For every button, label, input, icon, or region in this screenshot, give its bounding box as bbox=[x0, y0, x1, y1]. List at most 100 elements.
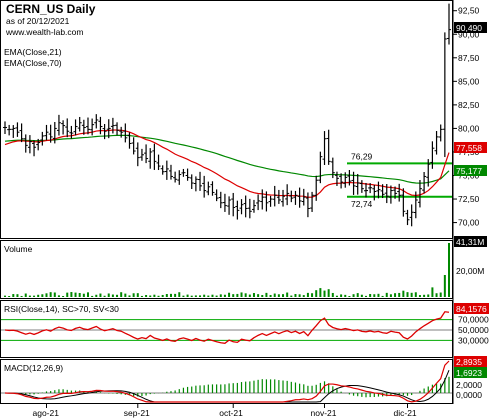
volume-bar bbox=[186, 294, 189, 297]
macd-panel bbox=[0, 359, 453, 404]
price-tick-label: 70,00 bbox=[458, 218, 480, 228]
x-tick-label: nov-21 bbox=[311, 408, 337, 418]
volume-bar bbox=[435, 293, 438, 297]
volume-bar bbox=[298, 294, 301, 297]
price-bars bbox=[3, 3, 451, 227]
volume-bar bbox=[211, 294, 214, 297]
ema70-value-box bbox=[454, 165, 487, 176]
ema21-value-box bbox=[454, 142, 487, 153]
volume-bar bbox=[286, 292, 289, 297]
volume-bar bbox=[315, 290, 318, 297]
volume-bar bbox=[194, 295, 197, 297]
volume-bar bbox=[282, 294, 285, 297]
volume-bar bbox=[199, 295, 202, 297]
price-y-axis: 92,5090,0087,5085,0082,5080,0077,5075,00… bbox=[453, 6, 480, 228]
volume-max-box bbox=[454, 236, 487, 247]
macd-series bbox=[4, 360, 450, 403]
volume-bar bbox=[37, 294, 40, 297]
rsi-tick-label: 70,0000 bbox=[458, 315, 489, 325]
rsi-tick-label: 50,0000 bbox=[458, 325, 489, 335]
ema21-value-label: 77,558 bbox=[456, 143, 482, 153]
volume-bar bbox=[169, 293, 172, 297]
rsi-last-box bbox=[454, 303, 489, 314]
volume-bar bbox=[389, 294, 392, 297]
volume-bar bbox=[62, 295, 65, 297]
volume-bar bbox=[70, 292, 73, 297]
volume-bar bbox=[261, 294, 264, 297]
volume-bar bbox=[190, 295, 193, 297]
volume-bar bbox=[331, 292, 334, 297]
volume-bar bbox=[323, 290, 326, 297]
volume-bar bbox=[443, 275, 446, 297]
volume-bar bbox=[78, 292, 81, 297]
volume-bar bbox=[373, 294, 376, 297]
volume-bar bbox=[244, 293, 247, 297]
volume-bar bbox=[257, 294, 260, 297]
ema70-value-label: 75,177 bbox=[456, 166, 482, 176]
volume-bar bbox=[178, 292, 181, 297]
x-tick-label: sep-21 bbox=[124, 408, 150, 418]
volume-bar bbox=[45, 293, 48, 297]
volume-bar bbox=[136, 293, 139, 297]
volume-bar bbox=[248, 294, 251, 297]
volume-bar bbox=[269, 294, 272, 297]
volume-bar bbox=[132, 293, 135, 297]
volume-bar bbox=[294, 294, 297, 297]
macd-value-label: 2,8935 bbox=[456, 357, 482, 367]
volume-bar bbox=[140, 295, 143, 297]
volume-bar bbox=[252, 293, 255, 297]
volume-title: Volume bbox=[4, 244, 33, 254]
volume-bar bbox=[74, 292, 77, 297]
last-price-label: 90,490 bbox=[456, 23, 482, 33]
volume-tick: 20,00M bbox=[456, 266, 484, 276]
volume-bar bbox=[107, 293, 110, 297]
volume-bar bbox=[207, 295, 210, 297]
volume-bar bbox=[182, 295, 185, 297]
volume-bar bbox=[369, 294, 372, 297]
price-tick-label: 85,00 bbox=[458, 76, 480, 86]
volume-bar bbox=[327, 289, 330, 297]
volume-bars bbox=[4, 243, 450, 297]
volume-bar bbox=[232, 294, 235, 297]
volume-bar bbox=[8, 295, 11, 297]
volume-bar bbox=[311, 293, 314, 297]
volume-bar bbox=[95, 294, 98, 297]
price-tick-label: 80,00 bbox=[458, 123, 480, 133]
volume-bar bbox=[406, 292, 409, 297]
volume-bar bbox=[116, 294, 119, 297]
volume-bar bbox=[398, 292, 401, 297]
volume-bar bbox=[120, 292, 123, 297]
price-tick-label: 72,50 bbox=[458, 194, 480, 204]
volume-bar bbox=[448, 243, 450, 297]
volume-bar bbox=[319, 288, 322, 297]
volume-bar bbox=[277, 294, 280, 297]
volume-bar bbox=[149, 295, 152, 297]
rsi-panel bbox=[0, 300, 453, 358]
ema21-legend: EMA(Close,21) bbox=[4, 47, 62, 57]
volume-bar bbox=[128, 295, 131, 297]
macd-tick-2: 2,0000 bbox=[456, 380, 482, 390]
volume-bar bbox=[302, 295, 305, 297]
price-tick-label: 82,50 bbox=[458, 100, 480, 110]
x-tick-label: oct-21 bbox=[219, 408, 243, 418]
volume-bar bbox=[215, 295, 218, 297]
volume-bar bbox=[16, 294, 19, 297]
volume-bar bbox=[219, 294, 222, 297]
volume-bar bbox=[124, 293, 127, 297]
volume-bar bbox=[228, 292, 231, 297]
volume-bar bbox=[340, 294, 343, 297]
volume-bar bbox=[356, 293, 359, 297]
chart-site: www.wealth-lab.com bbox=[5, 27, 83, 37]
volume-bar bbox=[423, 294, 426, 297]
volume-bar bbox=[111, 294, 114, 297]
volume-bar bbox=[174, 293, 177, 297]
volume-panel bbox=[0, 240, 453, 299]
volume-bar bbox=[265, 292, 268, 297]
x-axis: ago-21 sep-21 oct-21 nov-21 dic-21 bbox=[32, 404, 417, 418]
volume-bar bbox=[99, 293, 102, 297]
volume-bar bbox=[66, 292, 69, 297]
rsi-last-label: 84,1576 bbox=[456, 304, 487, 314]
